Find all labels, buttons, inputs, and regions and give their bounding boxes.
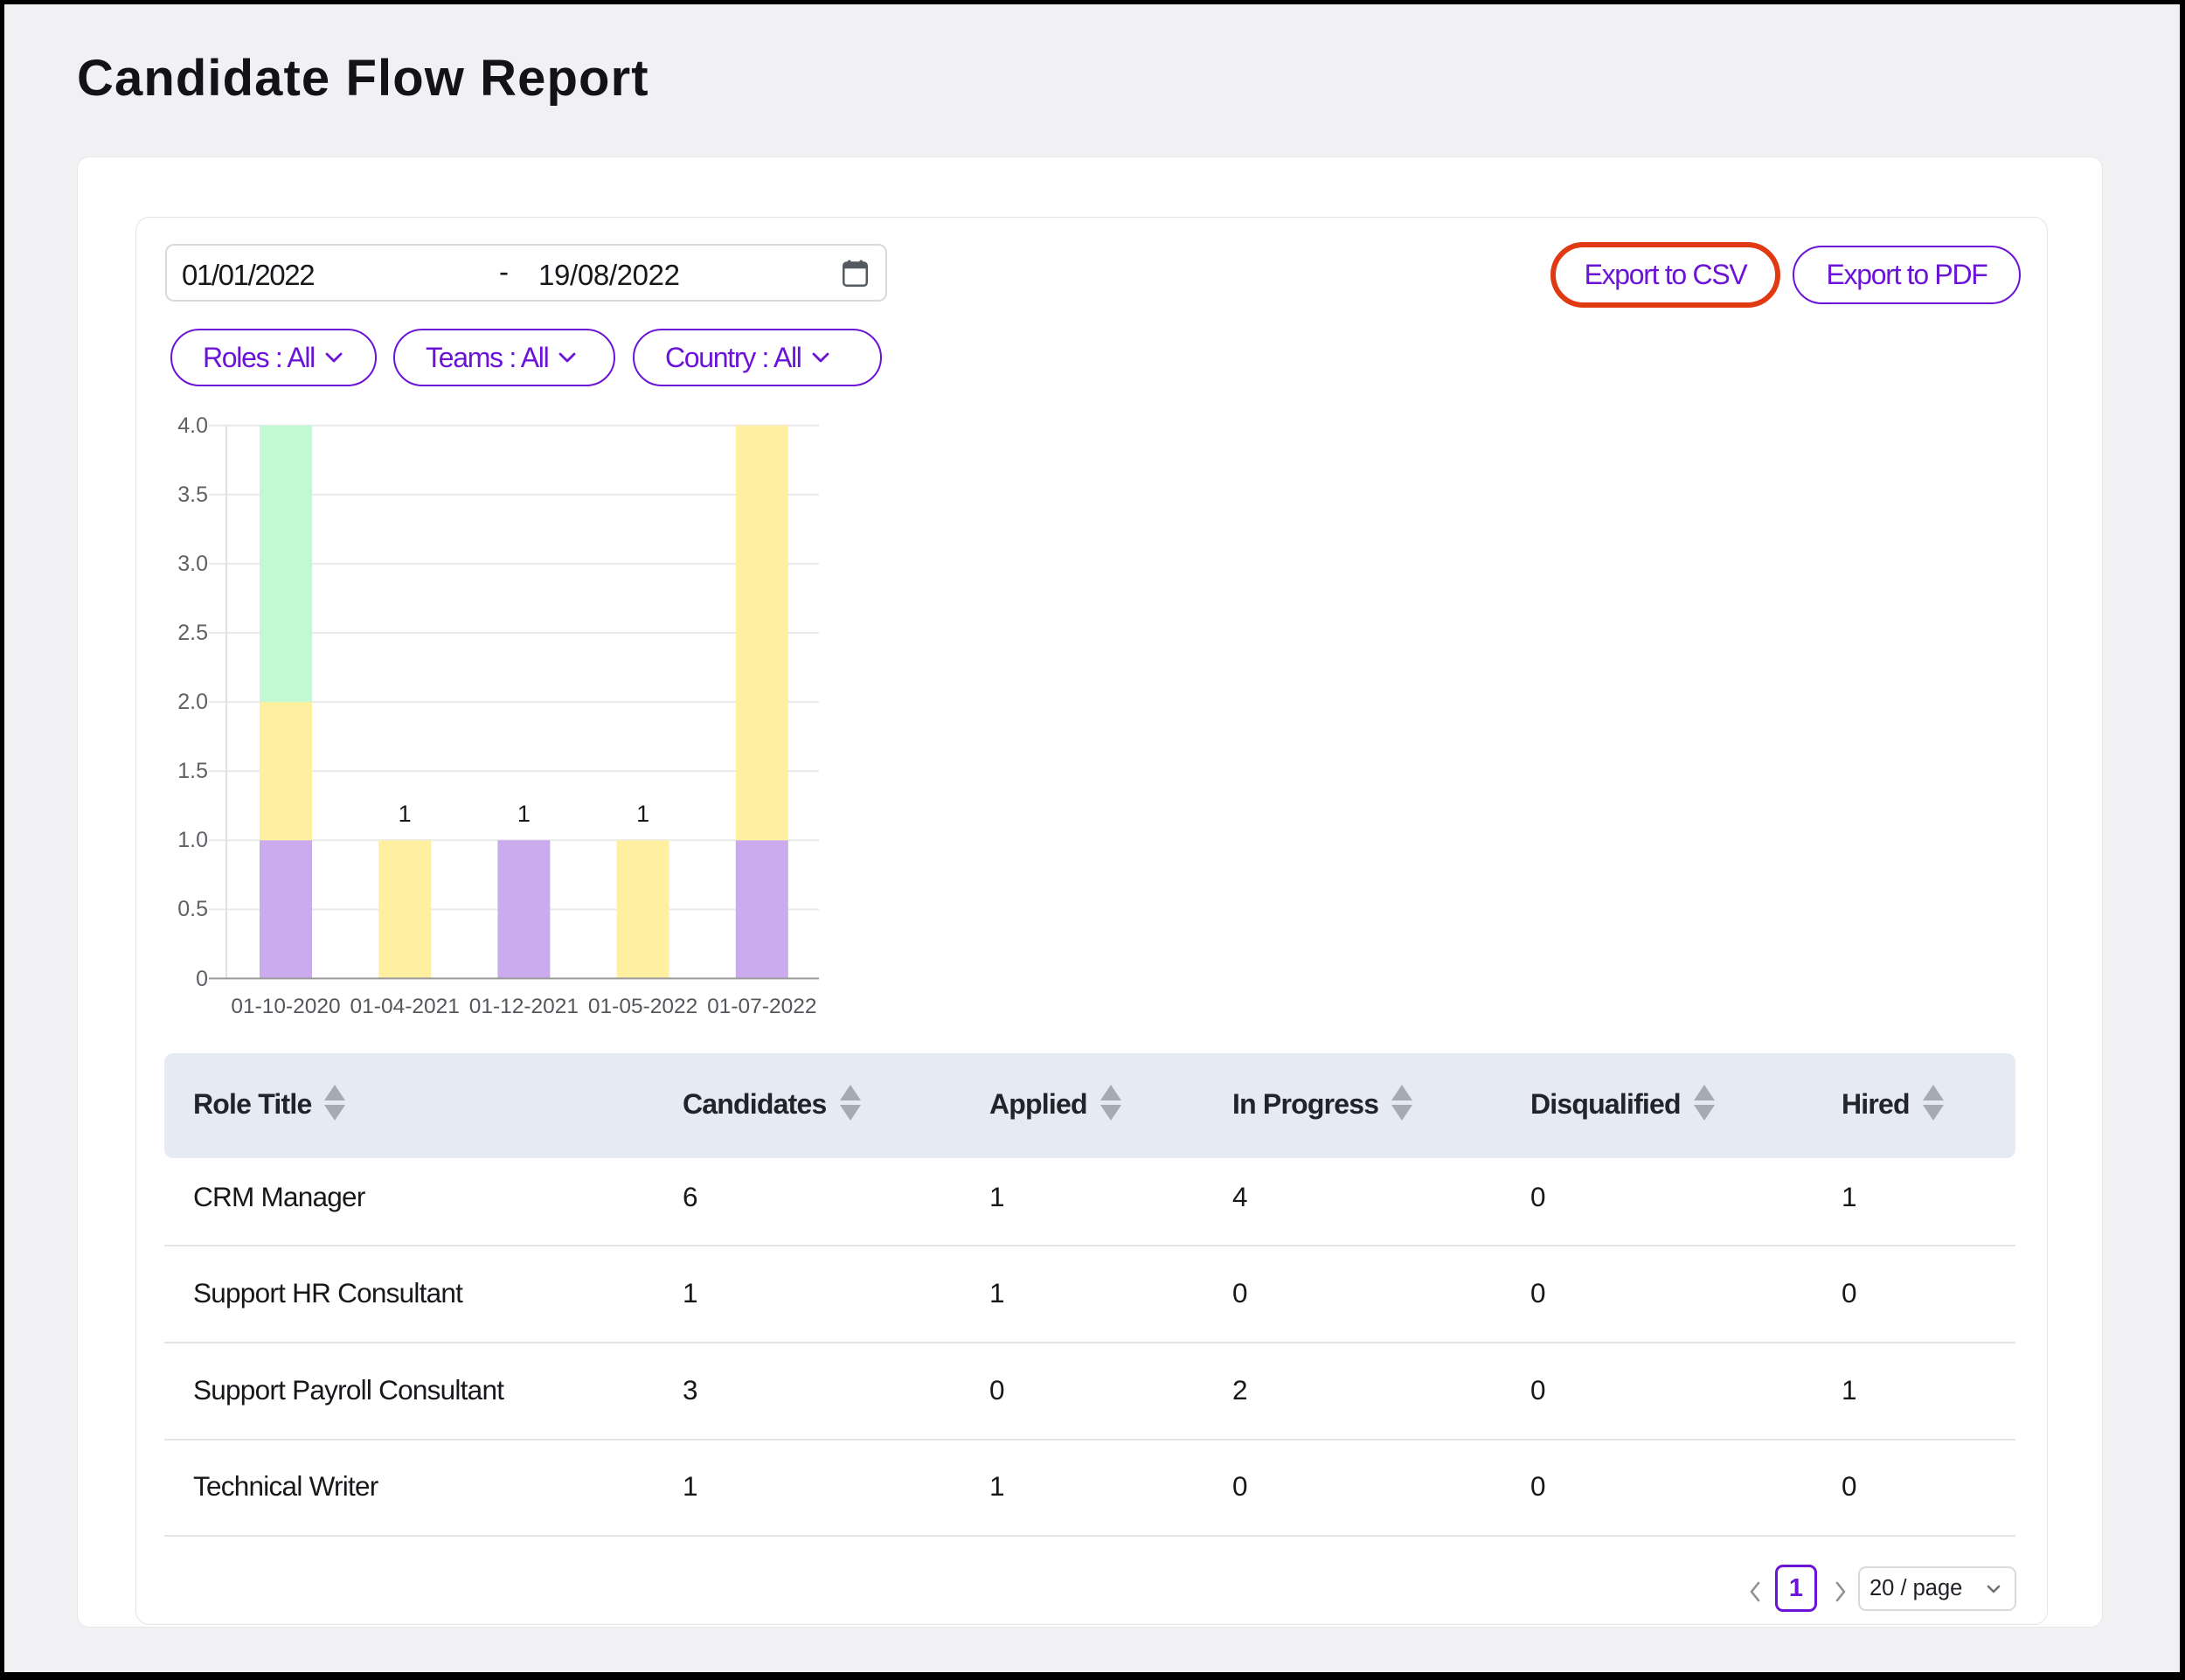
svg-text:01-05-2022: 01-05-2022: [588, 995, 697, 1018]
svg-text:1: 1: [517, 801, 531, 827]
svg-text:3.5: 3.5: [177, 482, 208, 507]
svg-text:1: 1: [399, 801, 412, 827]
svg-text:1: 1: [636, 801, 649, 827]
svg-text:4.0: 4.0: [177, 413, 208, 438]
svg-text:3.0: 3.0: [177, 552, 208, 576]
svg-text:01-10-2020: 01-10-2020: [231, 995, 340, 1018]
svg-text:01-12-2021: 01-12-2021: [469, 995, 579, 1018]
svg-text:0: 0: [196, 967, 208, 991]
svg-text:1.0: 1.0: [177, 828, 208, 852]
svg-text:1.5: 1.5: [177, 759, 208, 783]
svg-text:2.0: 2.0: [177, 690, 208, 714]
svg-text:0.5: 0.5: [177, 897, 208, 921]
svg-text:01-04-2021: 01-04-2021: [350, 995, 460, 1018]
svg-text:2.5: 2.5: [177, 621, 208, 645]
svg-text:01-07-2022: 01-07-2022: [707, 995, 816, 1018]
